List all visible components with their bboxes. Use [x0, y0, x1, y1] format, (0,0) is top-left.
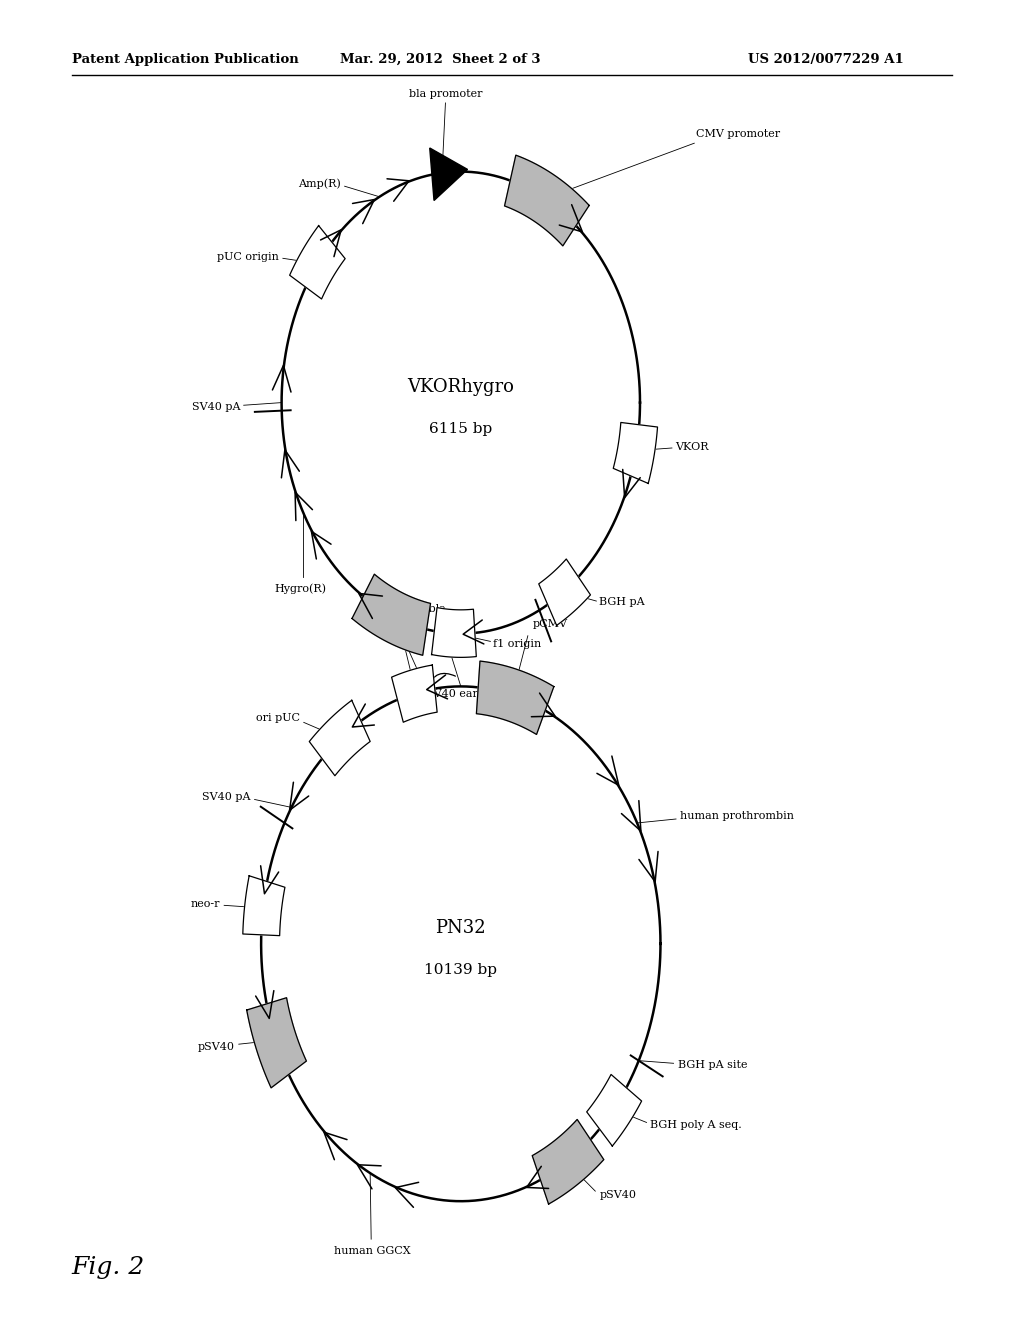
Text: SV40 pA: SV40 pA [193, 401, 241, 412]
Text: VKOR: VKOR [675, 442, 709, 451]
Polygon shape [613, 422, 657, 483]
Text: VKORhygro: VKORhygro [408, 378, 514, 396]
Text: f1 origin: f1 origin [494, 639, 542, 649]
Text: pCMV: pCMV [532, 619, 568, 630]
Text: ori pUC: ori pUC [256, 713, 300, 723]
Text: Hygro(R): Hygro(R) [274, 583, 327, 594]
Text: BGH poly A seq.: BGH poly A seq. [649, 1121, 741, 1130]
Text: CMV promoter: CMV promoter [696, 129, 780, 139]
Text: neo-r: neo-r [190, 899, 220, 909]
Polygon shape [352, 574, 430, 655]
Text: 6115 bp: 6115 bp [429, 422, 493, 436]
Text: Patent Application Publication: Patent Application Publication [72, 53, 298, 66]
Text: pSV40: pSV40 [599, 1191, 636, 1200]
Text: pUC origin: pUC origin [217, 252, 279, 261]
Polygon shape [243, 875, 285, 936]
Text: bla promoter: bla promoter [409, 88, 482, 99]
Polygon shape [587, 1074, 642, 1146]
Text: Amp(R): Amp(R) [298, 178, 341, 189]
Polygon shape [290, 226, 345, 300]
Polygon shape [391, 665, 437, 722]
Text: BGH pA site: BGH pA site [678, 1060, 748, 1069]
Polygon shape [431, 607, 476, 657]
Text: US 2012/0077229 A1: US 2012/0077229 A1 [748, 53, 903, 66]
Text: p bla: p bla [418, 603, 446, 614]
Text: amp-r: amp-r [377, 614, 410, 624]
Polygon shape [532, 1119, 604, 1204]
Text: human prothrombin: human prothrombin [680, 812, 795, 821]
Text: Mar. 29, 2012  Sheet 2 of 3: Mar. 29, 2012 Sheet 2 of 3 [340, 53, 541, 66]
Text: BGH pA: BGH pA [599, 598, 645, 607]
Text: 10139 bp: 10139 bp [424, 964, 498, 977]
Polygon shape [476, 661, 554, 734]
Text: human GGCX: human GGCX [334, 1246, 411, 1255]
Text: SV40 pA: SV40 pA [202, 792, 251, 801]
Polygon shape [309, 701, 371, 776]
Polygon shape [539, 558, 591, 626]
Text: PN32: PN32 [435, 919, 486, 937]
Polygon shape [247, 998, 306, 1088]
Polygon shape [505, 156, 589, 246]
Polygon shape [430, 148, 468, 201]
Text: SV40 early promoter: SV40 early promoter [426, 689, 545, 700]
Text: pSV40: pSV40 [198, 1041, 234, 1052]
Text: Fig. 2: Fig. 2 [72, 1255, 145, 1279]
